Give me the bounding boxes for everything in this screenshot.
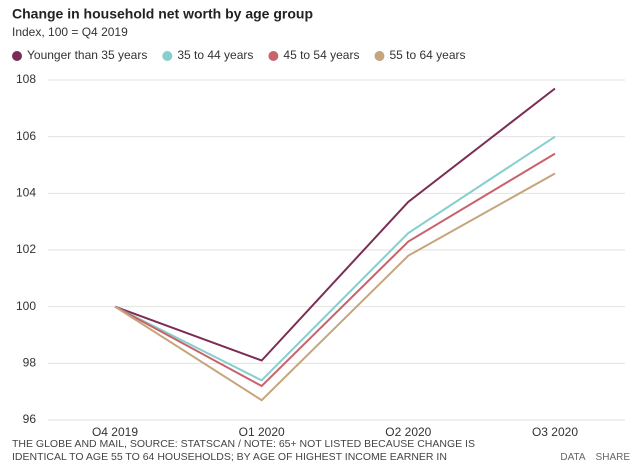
chart: Change in household net worth by age gro… [12, 6, 625, 439]
x-tick-label: Q3 2020 [532, 425, 578, 436]
x-tick-label: Q2 2020 [385, 425, 431, 436]
buttons: DATA SHARE [550, 452, 630, 463]
y-tick-label: 104 [16, 186, 36, 200]
legend-marker [268, 51, 279, 61]
legend-label: 45 to 54 years [283, 48, 359, 62]
legend-label: 35 to 44 years [177, 48, 253, 62]
y-tick-label: 106 [16, 129, 36, 143]
share-button[interactable]: SHARE [595, 452, 630, 463]
legend-label: 55 to 64 years [389, 48, 465, 62]
legend-label: Younger than 35 years [27, 48, 147, 62]
x-tick-label: Q4 2019 [92, 425, 138, 436]
chart-title: Change in household net worth by age gro… [12, 6, 313, 22]
data-button[interactable]: DATA [560, 452, 586, 463]
series-line [114, 152, 556, 388]
legend-marker [374, 51, 385, 61]
x-tick-label: Q1 2020 [239, 425, 285, 436]
legend-marker [162, 51, 173, 61]
series-line [114, 135, 556, 382]
chart-subtitle: Index, 100 = Q4 2019 [12, 25, 128, 39]
y-tick-label: 100 [16, 299, 36, 313]
source-note: THE GLOBE AND MAIL, SOURCE: STATSCAN / N… [12, 438, 475, 463]
y-tick-label: 96 [23, 412, 37, 426]
series-line [114, 172, 556, 402]
y-tick-label: 102 [16, 242, 36, 256]
y-tick-label: 98 [23, 356, 37, 370]
legend-marker [12, 51, 22, 61]
series-line [114, 87, 556, 362]
y-tick-label: 108 [16, 72, 36, 86]
